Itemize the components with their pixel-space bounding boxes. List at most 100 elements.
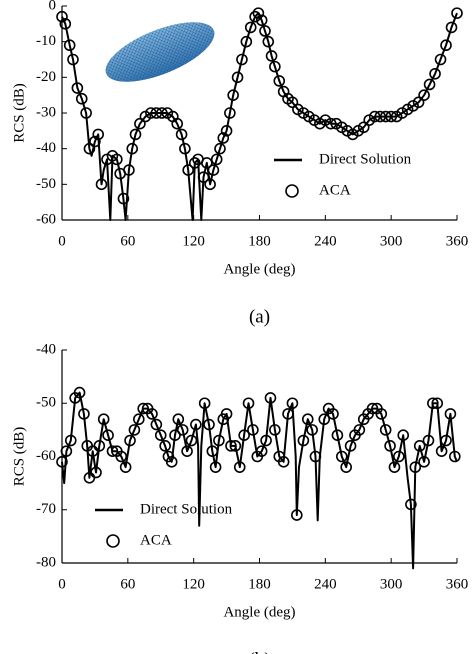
aca-marker <box>384 440 396 452</box>
aca-marker <box>165 456 178 468</box>
aca-marker <box>159 440 171 452</box>
aca-marker <box>331 429 344 442</box>
aca-marker <box>119 461 132 473</box>
aca-marker <box>176 424 189 436</box>
aca-marker <box>95 178 108 191</box>
aca-marker <box>353 424 366 436</box>
aca-marker <box>262 35 275 48</box>
aca-marker <box>214 142 226 155</box>
aca-marker <box>374 110 386 123</box>
x-tick-label: 240 <box>314 576 337 592</box>
x-tick-label: 300 <box>380 233 403 249</box>
aca-marker <box>255 14 268 27</box>
aca-marker <box>286 397 299 410</box>
aca-marker <box>63 39 76 52</box>
aca-marker <box>449 450 461 463</box>
aca-marker <box>75 92 88 105</box>
aca-marker <box>197 171 210 183</box>
aca-marker <box>93 440 106 452</box>
aca-marker <box>117 192 130 205</box>
x-tick-label: 180 <box>248 233 271 249</box>
x-tick-label: 360 <box>446 233 469 249</box>
aca-marker <box>397 429 410 442</box>
aca-marker <box>213 434 225 447</box>
aca-marker <box>422 434 435 447</box>
x-tick-label: 300 <box>380 576 403 592</box>
aca-marker <box>429 67 441 80</box>
aca-marker <box>277 456 290 468</box>
aca-marker <box>309 450 322 463</box>
aca-marker <box>440 434 452 447</box>
aca-marker <box>146 408 158 420</box>
aca-marker <box>435 445 448 457</box>
aca-marker <box>340 461 352 473</box>
legend-marker <box>106 534 120 548</box>
aca-marker <box>418 456 430 468</box>
y-tick-label: -30 <box>36 104 56 120</box>
aca-marker <box>89 135 101 148</box>
y-tick-label: 0 <box>49 0 57 13</box>
aca-marker <box>78 408 90 420</box>
aca-marker <box>440 39 452 52</box>
aca-marker <box>393 450 405 463</box>
aca-marker <box>137 402 149 415</box>
aca-marker <box>97 413 110 426</box>
x-tick-label: 180 <box>248 576 271 592</box>
x-tick-label: 0 <box>58 576 66 592</box>
aca-marker <box>240 35 253 48</box>
legend-label: ACA <box>140 532 172 548</box>
aca-marker <box>145 107 157 119</box>
aca-marker <box>244 21 257 34</box>
aca-marker <box>206 445 219 457</box>
aca-marker <box>291 509 303 521</box>
aca-marker <box>405 498 417 511</box>
aca-marker <box>225 440 237 452</box>
aca-marker <box>252 7 265 19</box>
aca-marker <box>92 128 105 141</box>
aca-marker <box>368 110 381 123</box>
y-tick-label: -80 <box>36 554 56 570</box>
aca-marker <box>123 164 135 176</box>
aca-marker <box>171 117 184 130</box>
aca-marker <box>233 461 246 473</box>
aca-marker <box>427 397 439 410</box>
x-axis-label: Angle (deg) <box>223 261 295 277</box>
aca-marker <box>190 418 202 431</box>
aca-marker <box>172 413 185 426</box>
aca-marker <box>379 110 392 123</box>
aca-marker <box>220 408 233 420</box>
aca-marker <box>169 429 181 442</box>
aca-marker <box>249 10 261 23</box>
aca-marker <box>224 107 236 119</box>
aca-marker <box>431 397 444 410</box>
aca-marker <box>247 424 259 436</box>
aca-marker <box>90 466 102 479</box>
x-tick-label: 60 <box>120 233 135 249</box>
aca-marker <box>231 71 244 84</box>
aca-marker <box>217 132 230 144</box>
aca-marker <box>134 117 146 130</box>
y-tick-label: -20 <box>36 69 56 85</box>
aca-marker <box>318 413 331 426</box>
aca-marker <box>301 413 314 426</box>
aca-marker <box>255 445 268 457</box>
aca-marker <box>259 25 271 37</box>
aca-marker <box>181 445 193 457</box>
aca-marker <box>434 53 447 66</box>
aca-marker <box>126 142 139 155</box>
legend-label: Direct Solution <box>140 501 233 517</box>
aca-marker <box>128 424 141 436</box>
y-tick-label: -60 <box>36 211 56 227</box>
aca-marker <box>282 408 294 420</box>
aca-marker <box>265 50 278 62</box>
aca-marker <box>286 96 299 109</box>
aca-marker <box>238 429 250 442</box>
y-tick-label: -70 <box>36 501 56 517</box>
y-tick-label: -40 <box>36 341 56 357</box>
aca-marker <box>229 440 242 452</box>
y-tick-label: -50 <box>36 395 56 411</box>
aca-marker <box>273 75 286 87</box>
aca-marker <box>375 408 388 420</box>
aca-marker <box>175 128 188 141</box>
